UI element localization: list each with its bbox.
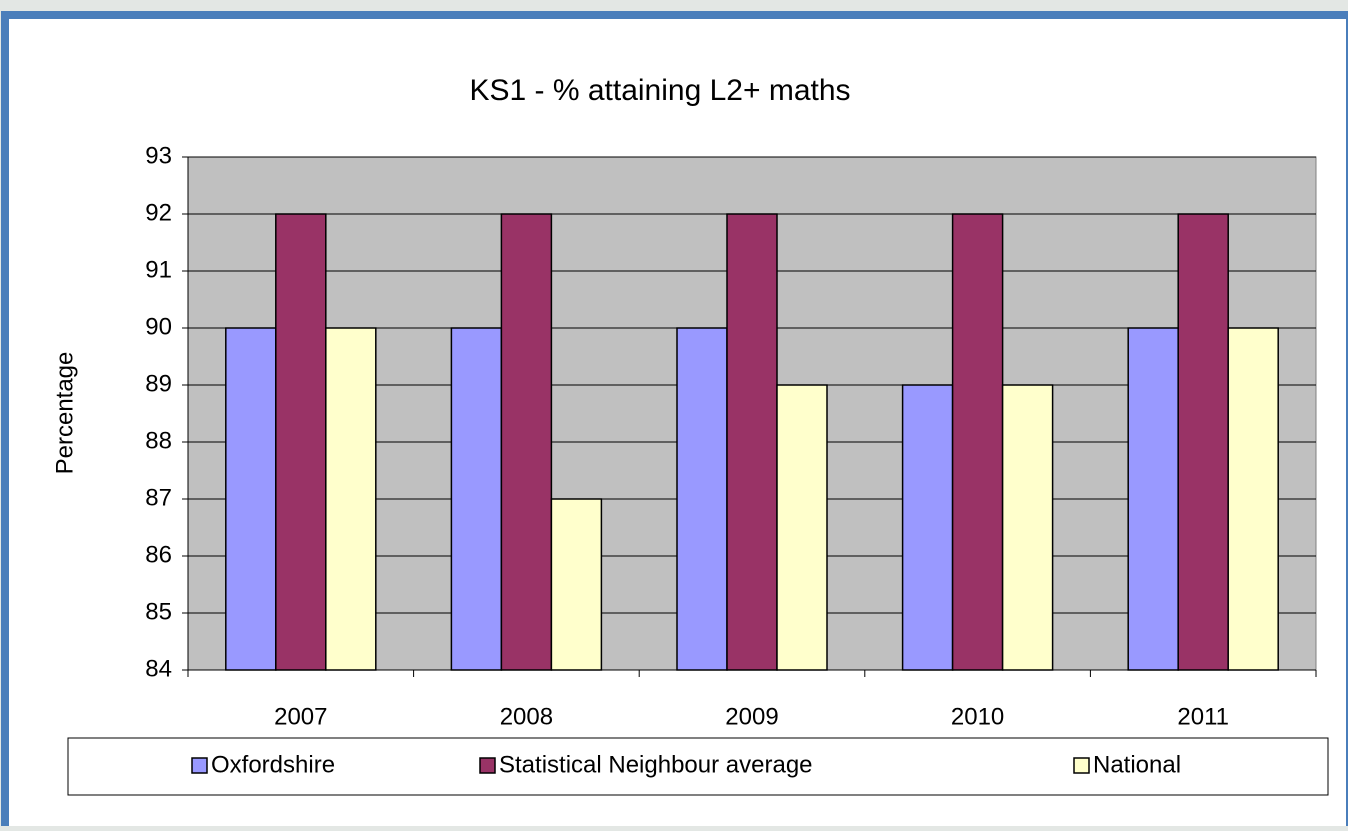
bar [550, 498, 603, 671]
x-tick-label: 2008 [500, 703, 553, 730]
y-tick-label: 84 [145, 655, 172, 682]
legend-label: Statistical Neighbour average [499, 751, 813, 778]
bar [1227, 327, 1279, 671]
bar [325, 327, 377, 671]
bar [901, 384, 954, 671]
y-tick-label: 86 [145, 541, 172, 568]
bar [1127, 327, 1179, 671]
bar [676, 327, 728, 671]
x-tick-label: 2007 [274, 703, 327, 730]
x-tick-label: 2011 [1177, 703, 1229, 730]
bar [726, 213, 778, 671]
bar [500, 213, 553, 671]
bar [951, 213, 1004, 671]
x-tick-label: 2009 [725, 703, 778, 730]
bar [450, 327, 503, 671]
y-tick-label: 85 [145, 598, 172, 625]
x-tick-label: 2010 [951, 703, 1004, 730]
y-tick-label: 89 [145, 370, 172, 397]
bar [776, 384, 828, 671]
legend-label: Oxfordshire [211, 751, 335, 778]
bar [1177, 213, 1229, 671]
bar [225, 327, 277, 671]
bar [1001, 384, 1054, 671]
y-tick-label: 92 [145, 199, 172, 226]
y-tick-label: 91 [145, 256, 172, 283]
legend-marker [191, 757, 208, 774]
y-axis-label: Percentage [51, 352, 78, 475]
chart-title: KS1 - % attaining L2+ maths [469, 74, 850, 107]
y-tick-label: 87 [145, 484, 172, 511]
bar [275, 213, 327, 671]
y-tick-label: 93 [145, 142, 172, 169]
y-tick-label: 90 [145, 313, 172, 340]
legend-label: National [1093, 751, 1181, 778]
y-tick-label: 88 [145, 427, 172, 454]
legend-marker [479, 757, 496, 774]
legend-marker [1073, 757, 1090, 774]
legend [67, 737, 1329, 796]
